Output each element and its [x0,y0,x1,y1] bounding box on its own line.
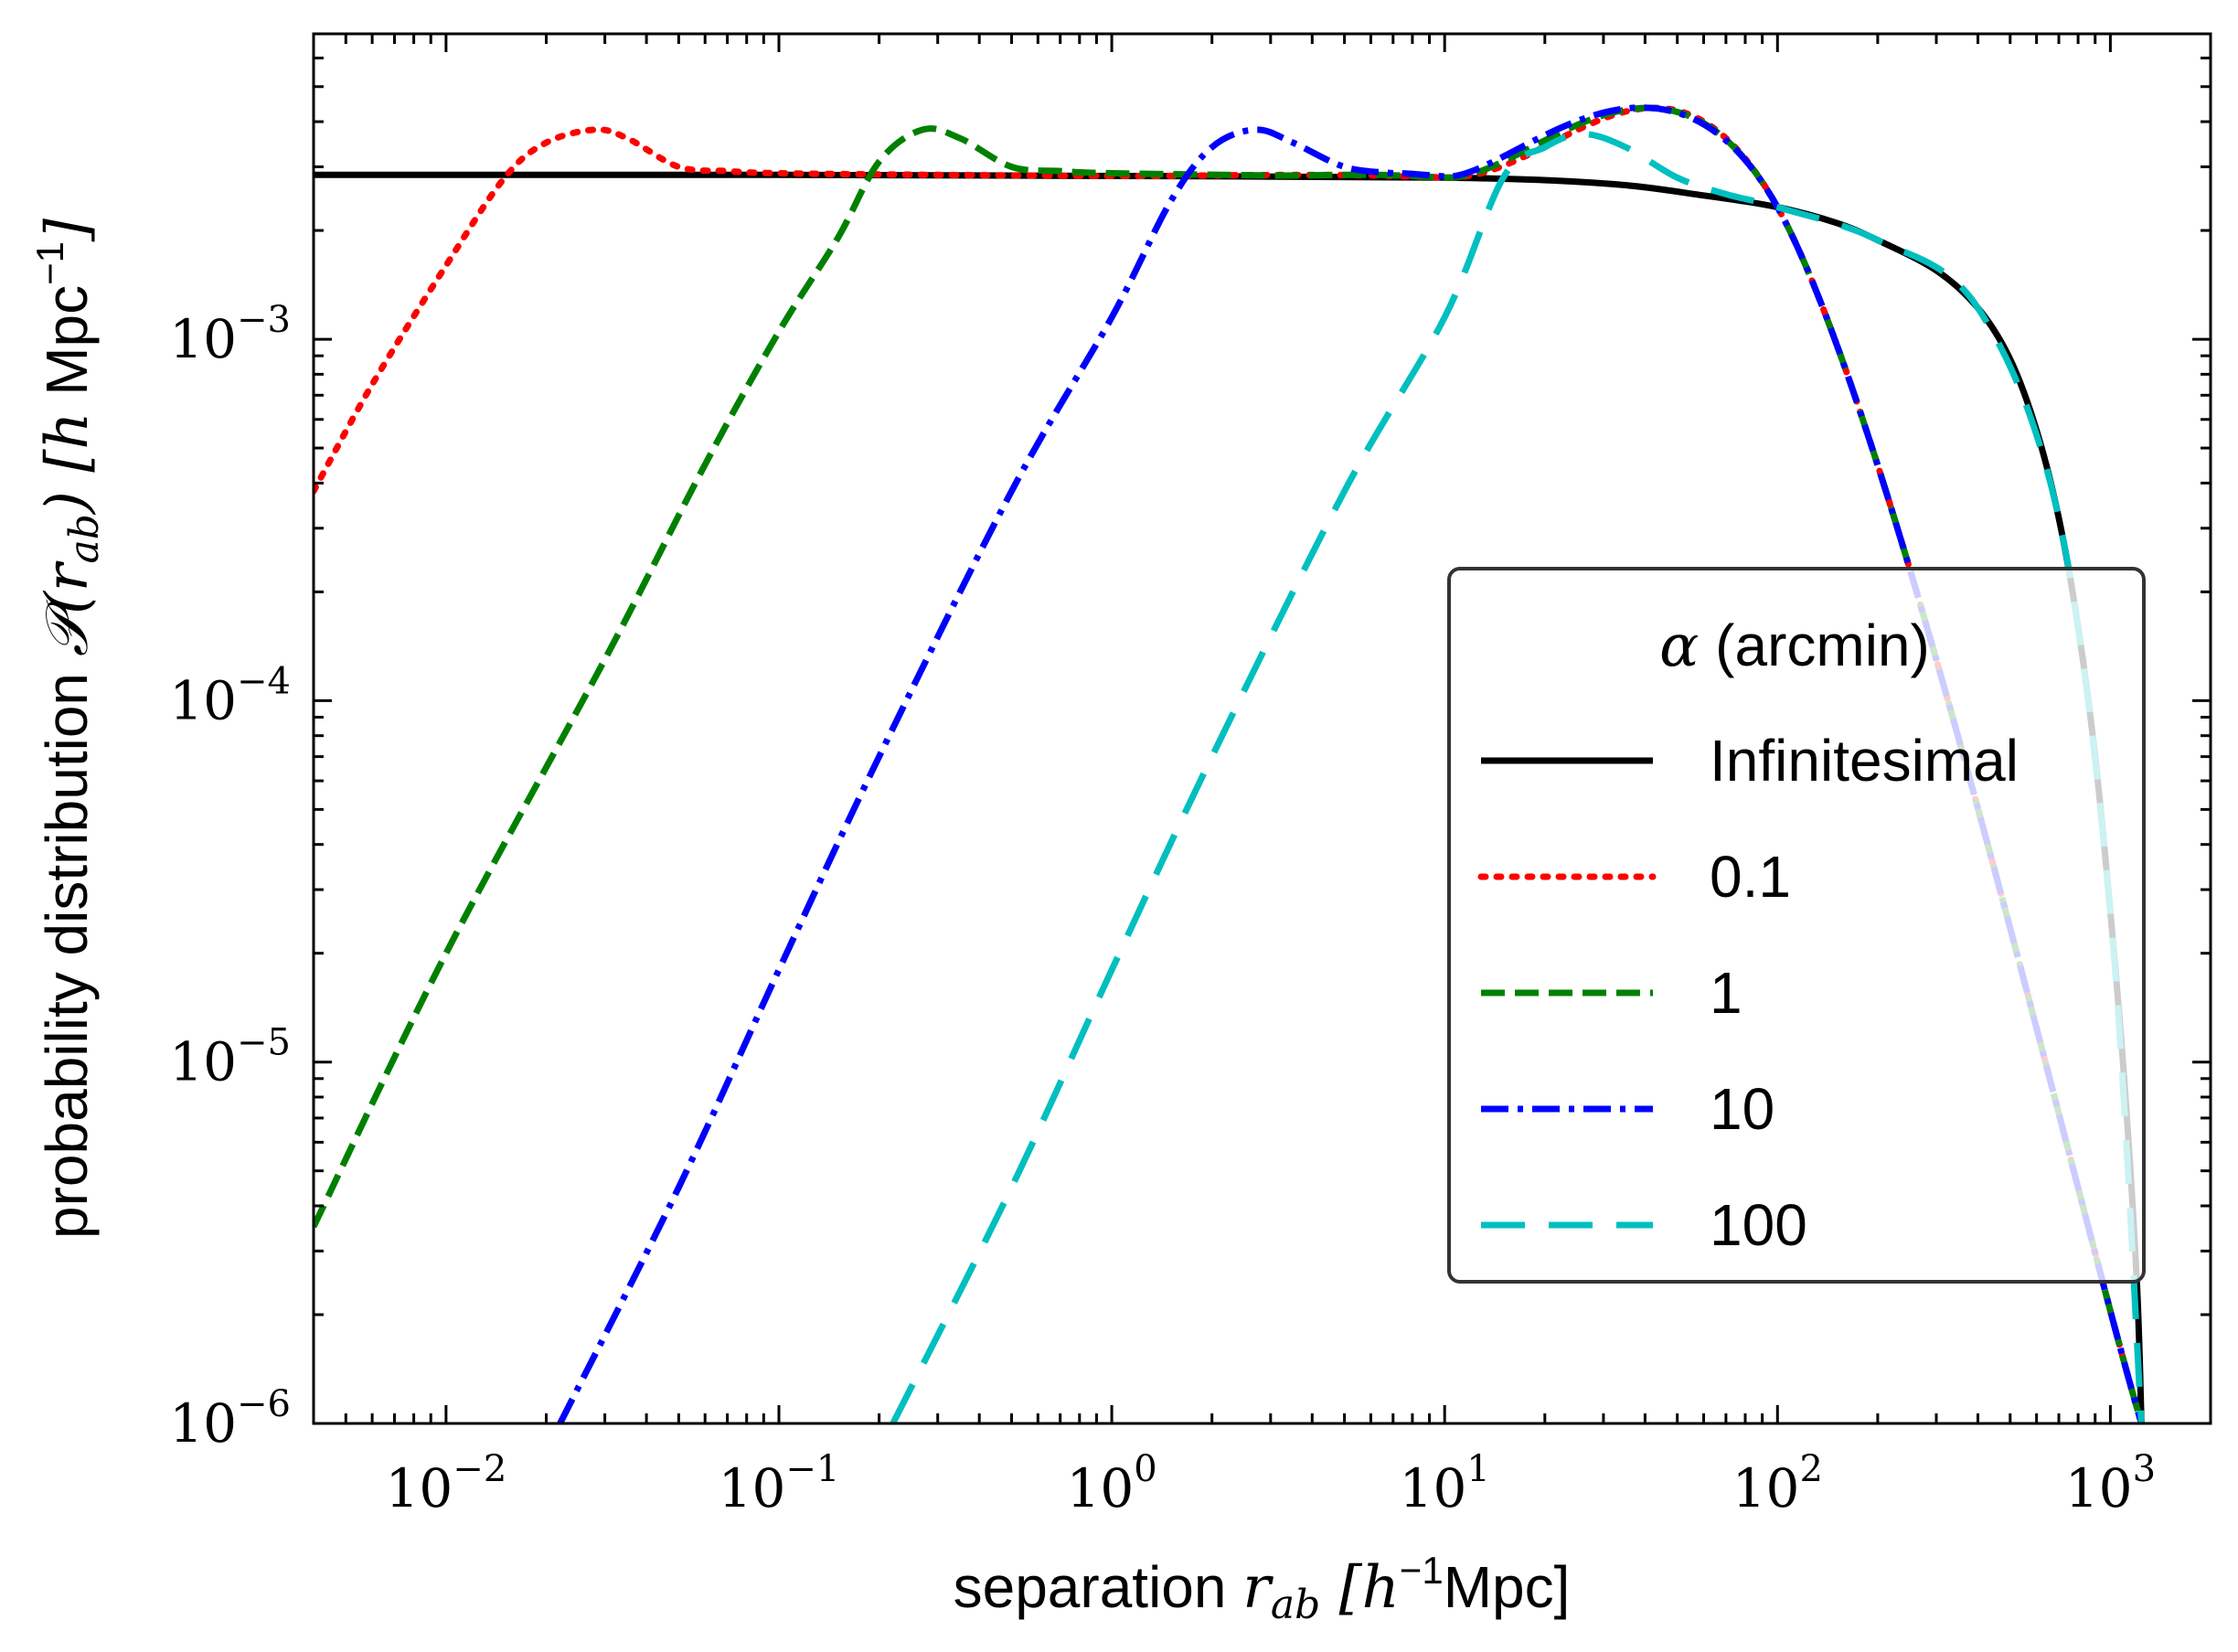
y-tick-label: 10−5 [169,1022,291,1093]
y-tick-label: 10−3 [169,299,291,370]
y-axis-title: probability distribution 𝒫(rab) [h Mpc−1… [28,218,108,1239]
x-tick-label: 10−1 [719,1448,840,1519]
y-axis-tick-labels: 10−6 10−5 10−4 10−3 [169,299,291,1455]
legend-box [1447,567,2146,1284]
legend-entries: Infinitesimal 0.1 1 10 100 [1477,728,2019,1258]
legend-label: Infinitesimal [1710,728,2019,794]
x-axis-ticks [312,34,2212,1423]
legend-label: 0.1 [1710,844,1791,910]
legend-label: 100 [1710,1192,1807,1258]
x-axis-title: separation rab [h−1Mpc] [954,1549,1571,1628]
legend-title: α (arcmin) [1659,613,1930,680]
series-line-1 [314,104,2145,1423]
x-tick-label: 101 [1400,1448,1490,1519]
x-axis-tick-labels: 10−2 10−1 100 101 102 103 [385,1448,2156,1519]
x-tick-label: 102 [1732,1448,1823,1519]
legend-label: 1 [1710,960,1742,1026]
x-tick-label: 103 [2065,1448,2156,1519]
x-tick-label: 100 [1066,1448,1156,1519]
y-tick-label: 10−6 [169,1383,291,1455]
legend: α (arcmin) Infinitesimal 0.1 1 10 100 [1447,567,2146,1284]
legend-label: 10 [1710,1076,1774,1142]
x-tick-label: 10−2 [385,1448,506,1519]
plot-frame [312,32,2212,1425]
y-tick-label: 10−4 [169,660,291,731]
y-axis-ticks [314,32,2211,1425]
